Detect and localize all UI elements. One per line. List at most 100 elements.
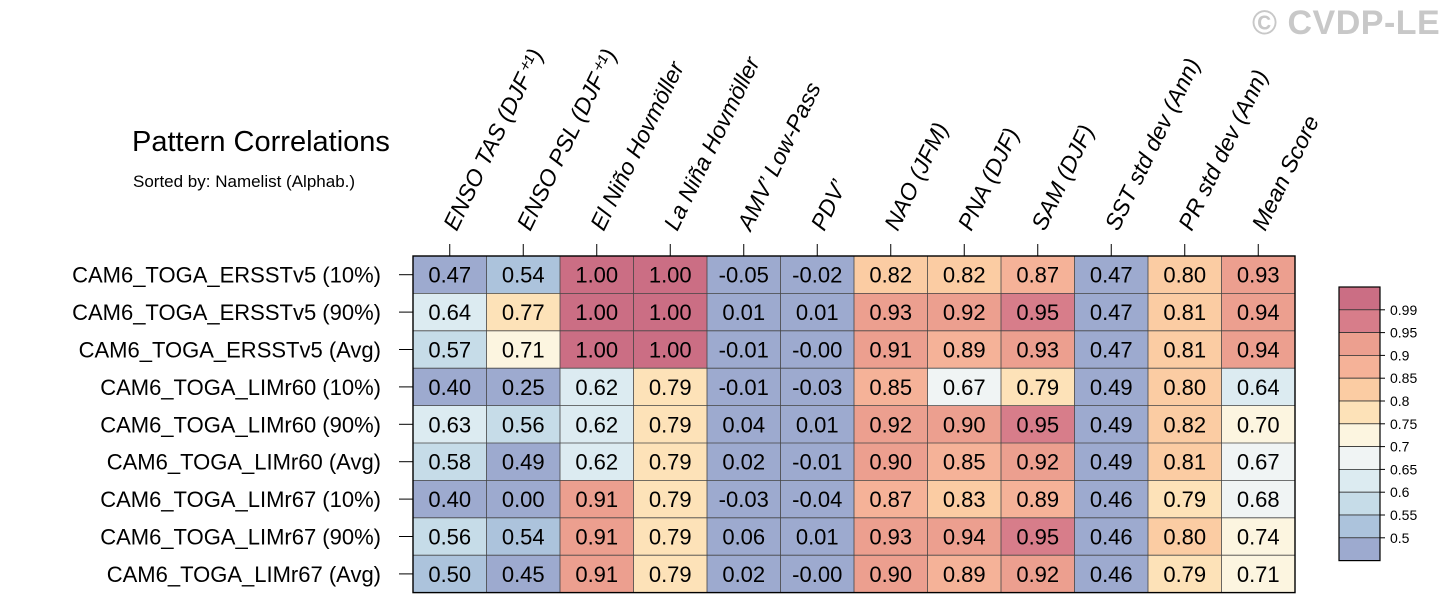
cell-value-label: 0.01 [796, 300, 839, 325]
cell-value-label: 0.92 [1016, 562, 1059, 587]
heatmap-cell [927, 517, 1001, 556]
heatmap-cell [560, 480, 634, 518]
heatmap-cell [854, 330, 928, 369]
cell-value-label: 0.92 [869, 412, 912, 437]
heatmap-cell [486, 330, 560, 369]
heatmap-cell [707, 517, 781, 556]
heatmap-cell [854, 368, 928, 406]
heatmap-cell [1001, 368, 1075, 406]
colorbar-tick-label: 0.8 [1390, 393, 1410, 409]
cell-value-label: 0.79 [649, 487, 692, 512]
cell-value-label: 0.06 [722, 525, 765, 550]
cell-value-label: 0.54 [502, 525, 545, 550]
cell-value-label: 0.00 [502, 487, 545, 512]
cell-value-label: 0.67 [1237, 450, 1280, 475]
cell-value-label: 0.82 [943, 263, 986, 288]
colorbar-tick-label: 0.7 [1390, 439, 1410, 455]
cell-value-label: 0.92 [943, 300, 986, 325]
cell-value-label: 0.90 [869, 562, 912, 587]
cell-value-label: 0.79 [649, 562, 692, 587]
cell-value-label: -0.05 [719, 263, 769, 288]
cell-value-label: 0.54 [502, 263, 545, 288]
cell-value-label: -0.03 [792, 375, 842, 400]
colorbar-tick-label: 0.85 [1390, 370, 1417, 386]
heatmap-cell [707, 293, 781, 331]
row-label: CAM6_TOGA_ERSSTv5 (10%) [72, 263, 381, 288]
row-label: CAM6_TOGA_LIMr60 (10%) [100, 375, 381, 400]
heatmap-cell [780, 517, 854, 556]
cell-value-label: 0.01 [796, 525, 839, 550]
colorbar-swatch [1338, 377, 1381, 402]
cell-value-label: 0.79 [649, 525, 692, 550]
heatmap-cell [1001, 293, 1075, 331]
chart-title: Pattern Correlations [132, 126, 390, 158]
cell-value-label: -0.04 [792, 487, 842, 512]
row-label: CAM6_TOGA_LIMr67 (10%) [100, 487, 381, 512]
cell-value-label: 1.00 [575, 338, 618, 363]
cell-value-label: 0.80 [1163, 375, 1206, 400]
heatmap-cell [633, 405, 707, 443]
heatmap-cell [633, 517, 707, 556]
cell-value-label: 0.25 [502, 375, 545, 400]
cell-value-label: 0.79 [649, 450, 692, 475]
heatmap-cell [1221, 480, 1295, 518]
heatmap-cell [1001, 517, 1075, 556]
heatmap-cell [1221, 368, 1295, 406]
cell-value-label: 0.56 [428, 525, 471, 550]
heatmap-cell [927, 480, 1001, 518]
cell-value-label: 0.71 [502, 338, 545, 363]
cell-value-label: -0.00 [792, 562, 842, 587]
cell-value-label: 0.71 [1237, 562, 1280, 587]
cell-value-label: 0.89 [1016, 487, 1059, 512]
cell-value-label: 0.40 [428, 375, 471, 400]
cell-value-label: 0.93 [869, 525, 912, 550]
heatmap-cell [927, 293, 1001, 331]
cell-value-label: 0.49 [1090, 450, 1133, 475]
heatmap-cell [707, 368, 781, 406]
cell-value-label: 0.49 [1090, 412, 1133, 437]
colorbar-swatch [1338, 400, 1381, 425]
colorbar-tick-label: 0.55 [1390, 507, 1417, 523]
heatmap-cell [486, 517, 560, 556]
heatmap-cell [1221, 256, 1295, 294]
cell-value-label: 0.02 [722, 562, 765, 587]
colorbar-swatch [1338, 423, 1381, 447]
heatmap-cell [633, 256, 707, 294]
colorbar-swatch [1338, 309, 1381, 333]
cell-value-label: 1.00 [649, 263, 692, 288]
heatmap-cell [1074, 405, 1148, 443]
cell-value-label: 0.80 [1163, 525, 1206, 550]
heatmap-cell [780, 555, 854, 593]
cell-value-label: 0.91 [575, 487, 618, 512]
heatmap-cell [486, 256, 560, 294]
cell-value-label: 1.00 [575, 300, 618, 325]
heatmap-cell [1074, 480, 1148, 518]
heatmap-cell [1148, 480, 1222, 518]
cell-value-label: 0.93 [1237, 263, 1280, 288]
cell-value-label: 0.91 [869, 338, 912, 363]
cell-value-label: -0.01 [792, 450, 842, 475]
cell-value-label: 0.62 [575, 412, 618, 437]
column-label: SAM (DJF) [1026, 121, 1099, 235]
colorbar-tick-label: 0.65 [1390, 461, 1417, 477]
heatmap-cell [707, 443, 781, 481]
heatmap-cell [413, 368, 487, 406]
heatmap-cell [633, 293, 707, 331]
heatmap-cell [1074, 293, 1148, 331]
cell-value-label: 0.87 [1016, 263, 1059, 288]
cell-value-label: 0.79 [1163, 562, 1206, 587]
colorbar-swatch [1338, 286, 1381, 311]
cell-value-label: 0.46 [1090, 562, 1133, 587]
heatmap-cell [1074, 256, 1148, 294]
colorbar-tick-label: 0.9 [1390, 347, 1410, 363]
cell-value-label: 0.46 [1090, 487, 1133, 512]
heatmap-cell [486, 293, 560, 331]
cell-value-label: 0.93 [869, 300, 912, 325]
cell-value-label: 0.81 [1163, 300, 1206, 325]
colorbar-swatch [1338, 514, 1381, 539]
heatmap-cell [560, 405, 634, 443]
cell-value-label: 0.56 [502, 412, 545, 437]
cell-value-label: 0.94 [1237, 338, 1280, 363]
heatmap-cell [854, 256, 928, 294]
